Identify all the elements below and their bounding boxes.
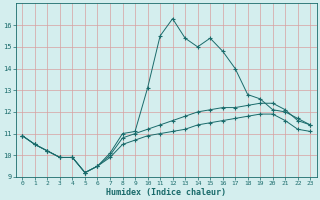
X-axis label: Humidex (Indice chaleur): Humidex (Indice chaleur): [106, 188, 226, 197]
